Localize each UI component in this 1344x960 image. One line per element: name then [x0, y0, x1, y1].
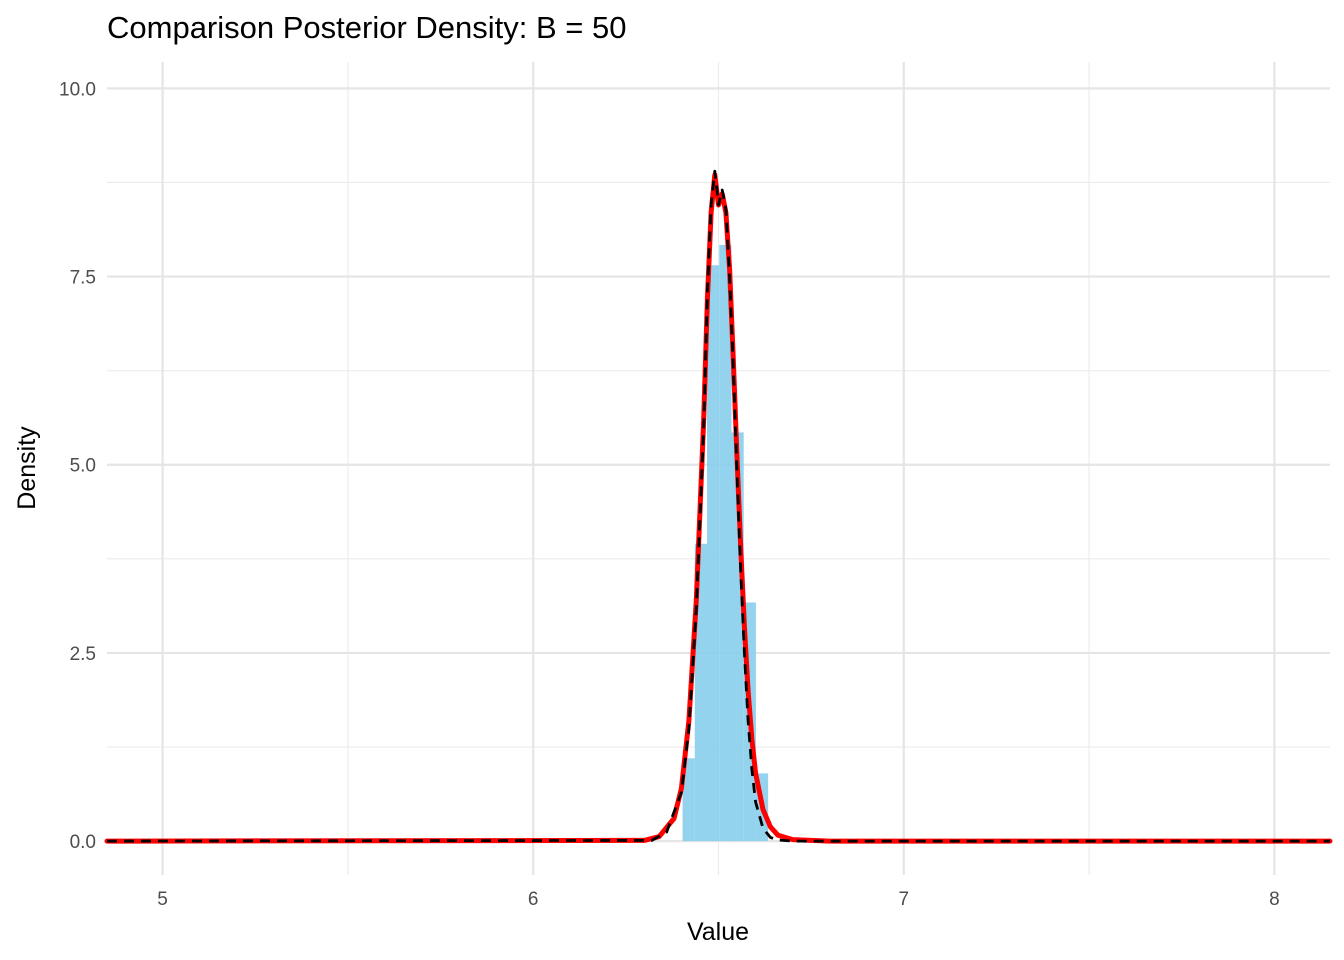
x-tick-label: 8 [1269, 889, 1280, 910]
chart-title: Comparison Posterior Density: B = 50 [107, 10, 627, 45]
x-axis-title: Value [687, 918, 749, 946]
x-axis-tick-labels: 5 6 7 8 [157, 889, 1279, 910]
y-tick-label: 2.5 [70, 644, 96, 665]
histogram-bar [707, 265, 720, 842]
density-lines [104, 169, 1333, 844]
y-tick-label: 10.0 [59, 79, 96, 100]
y-tick-label: 0.0 [70, 832, 96, 853]
dashed-density-line [106, 169, 1330, 843]
x-tick-label: 5 [157, 889, 168, 910]
x-tick-label: 7 [899, 889, 910, 910]
y-axis-title: Density [13, 426, 41, 510]
y-tick-label: 7.5 [70, 268, 96, 289]
y-axis-tick-labels: 0.0 2.5 5.0 7.5 10.0 [59, 79, 96, 853]
y-tick-label: 5.0 [70, 456, 96, 477]
histogram-bar [719, 244, 732, 842]
histogram-bar [694, 543, 708, 842]
x-tick-label: 6 [528, 889, 539, 910]
histogram-bar [682, 758, 695, 842]
